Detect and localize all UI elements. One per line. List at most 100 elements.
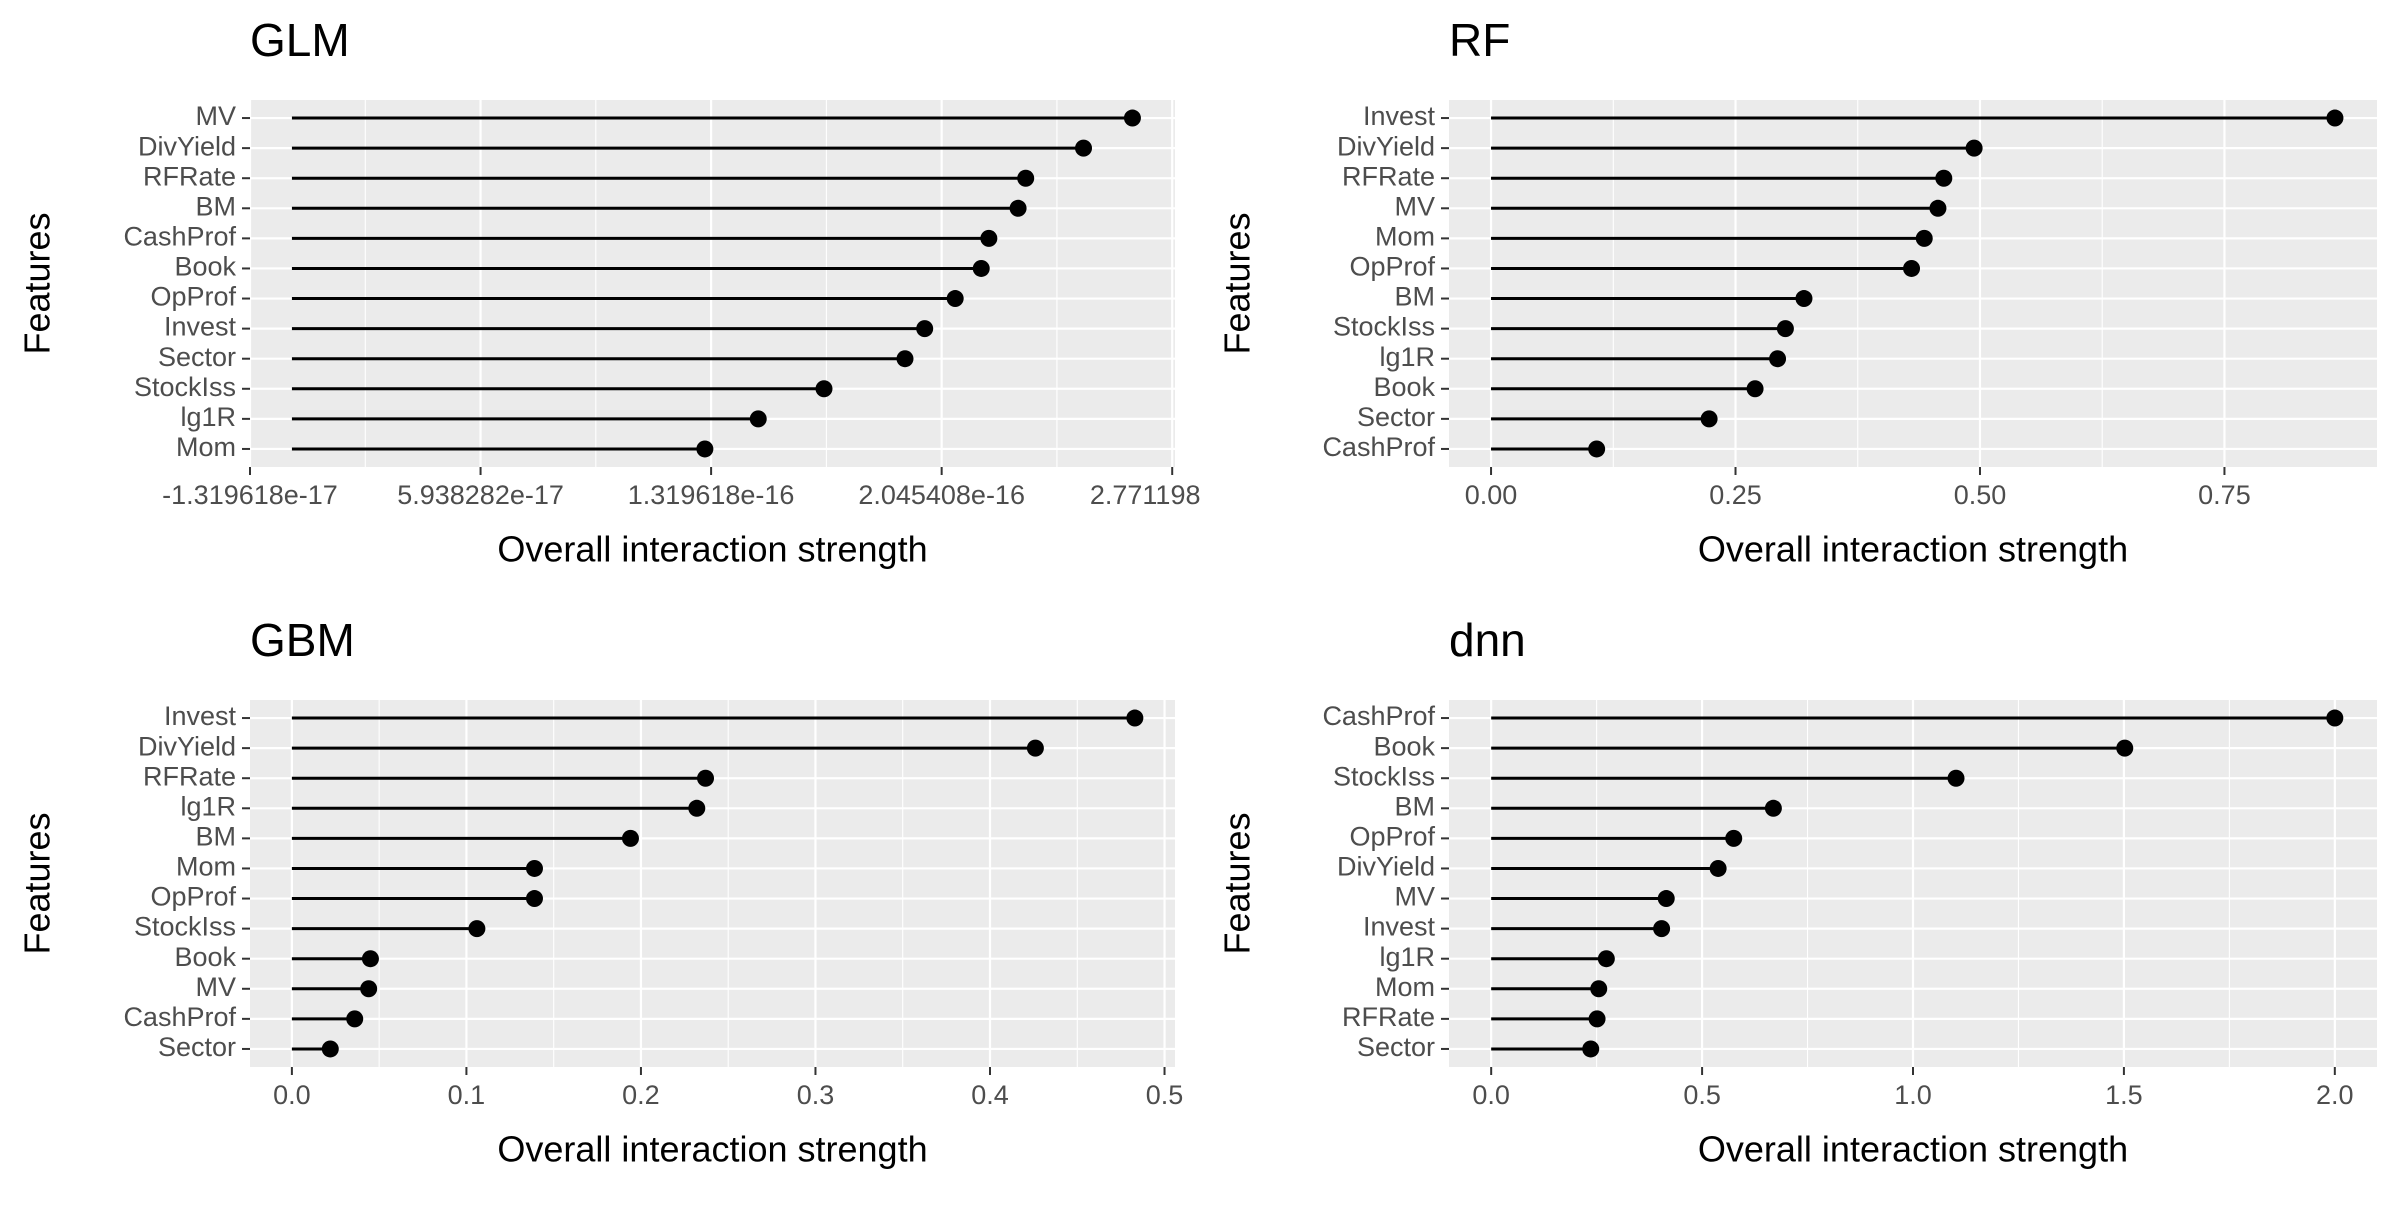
panel: 0.0 0.5 1.0 1.5 2.0 CashProfBookStockIssBMOpP… [1217, 614, 2377, 1170]
lollipop-dot [321, 1040, 339, 1058]
lollipop-dot [361, 950, 379, 968]
y-tick-label: MV [1395, 191, 1436, 221]
lollipop-dot [1075, 139, 1093, 157]
lollipop-dot [468, 920, 486, 938]
x-tick-label: 0.5 [1146, 1080, 1184, 1110]
y-tick-label: OpProf [150, 282, 236, 312]
x-axis-title: Overall interaction strength [497, 1129, 927, 1170]
x-tick-label: 0.0 [1472, 1080, 1510, 1110]
x-tick-label: 1.0 [1894, 1080, 1932, 1110]
x-tick-label: 5.938282e-17 [397, 480, 564, 510]
lollipop-dot [1935, 169, 1953, 187]
y-tick-label: CashProf [1322, 701, 1435, 731]
y-tick-label: CashProf [123, 1002, 236, 1032]
lollipop-dot [1009, 199, 1027, 217]
x-tick-label: 1.319618e-16 [628, 480, 795, 510]
y-tick-label: BM [196, 191, 237, 221]
y-tick-label: lg1R [1379, 342, 1435, 372]
y-tick-label: RFRate [143, 161, 236, 191]
lollipop-dot [1709, 859, 1727, 877]
y-tick-label: BM [1395, 282, 1436, 312]
lollipop-dot [2116, 739, 2134, 757]
lollipop-dot [1700, 410, 1718, 428]
y-tick-label: OpProf [1349, 252, 1435, 282]
lollipop-dot [972, 259, 990, 277]
lollipop-dot [1590, 980, 1608, 998]
y-tick-label: Sector [1357, 402, 1435, 432]
lollipop-dot [916, 320, 934, 338]
y-tick-label: DivYield [1337, 131, 1435, 161]
x-tick-label: 0.5 [1683, 1080, 1721, 1110]
y-tick-label: Sector [1357, 1032, 1435, 1062]
lollipop-dot [946, 290, 964, 308]
y-tick-label: MV [196, 972, 237, 1002]
lollipop-dot [525, 890, 543, 908]
lollipop-dot [1026, 739, 1044, 757]
x-tick-label: -1.319618e-17 [162, 480, 338, 510]
lollipop-dot [2326, 709, 2344, 727]
lollipop-dot [1965, 139, 1983, 157]
chart-title: GLM [250, 14, 350, 66]
y-tick-label: OpProf [1349, 822, 1435, 852]
y-tick-label: lg1R [180, 402, 236, 432]
y-tick-label: StockIss [134, 912, 236, 942]
x-tick-label: 2.0 [2316, 1080, 2354, 1110]
lollipop-dot [1126, 709, 1144, 727]
x-tick-label: 0.75 [2198, 480, 2251, 510]
y-tick-label: Book [174, 942, 236, 972]
lollipop-dot [1764, 799, 1782, 817]
lollipop-dot [1915, 229, 1933, 247]
lollipop-dot [1795, 290, 1813, 308]
x-tick-label: 0.3 [797, 1080, 835, 1110]
y-tick-label: Mom [1375, 972, 1435, 1002]
x-tick-label: 0.4 [971, 1080, 1009, 1110]
x-tick-label: 0.00 [1465, 480, 1518, 510]
y-tick-label: lg1R [180, 791, 236, 821]
lollipop-dot [815, 380, 833, 398]
chart-title: GBM [250, 614, 355, 666]
y-tick-label: Sector [158, 342, 236, 372]
lollipop-dot [1903, 259, 1921, 277]
y-tick-label: Invest [1363, 101, 1436, 131]
y-tick-label: Book [174, 252, 236, 282]
y-tick-label: lg1R [1379, 942, 1435, 972]
y-tick-label: DivYield [138, 131, 236, 161]
lollipop-dot [1776, 320, 1794, 338]
x-tick-label: 2.771198e-16 [1090, 480, 1255, 510]
y-tick-label: Invest [1363, 912, 1436, 942]
panel: 0.0 0.1 0.2 0.3 0.4 0.5 InvestDivYieldRFRatelg… [17, 614, 1184, 1169]
y-tick-label: Mom [176, 432, 236, 462]
lollipop-dot [980, 229, 998, 247]
chart-title: dnn [1449, 614, 1526, 666]
panel: 0.00 0.25 0.50 0.75 InvestDivYieldRFRateMVMo… [1217, 14, 2377, 570]
x-axis-title: Overall interaction strength [497, 529, 927, 570]
y-axis-title: Features [17, 812, 58, 954]
x-tick-label: 2.045408e-16 [858, 480, 1025, 510]
lollipop-dot [749, 410, 767, 428]
y-tick-label: StockIss [1333, 761, 1435, 791]
y-tick-label: RFRate [1342, 1002, 1435, 1032]
y-tick-label: StockIss [134, 372, 236, 402]
y-tick-label: Mom [1375, 222, 1435, 252]
lollipop-dot [688, 799, 706, 817]
x-tick-label: 0.25 [1709, 480, 1762, 510]
plot-background [250, 100, 1175, 467]
lollipop-dot [1017, 169, 1035, 187]
y-tick-label: RFRate [143, 761, 236, 791]
y-tick-label: MV [1395, 882, 1436, 912]
y-tick-label: Invest [164, 701, 237, 731]
x-axis-title: Overall interaction strength [1698, 1129, 2128, 1170]
y-tick-label: Sector [158, 1032, 236, 1062]
y-tick-label: CashProf [1322, 432, 1435, 462]
y-axis-title: Features [1217, 212, 1258, 354]
panel: -1.319618e-17 5.938282e-17 1.319618e-16 2.0… [17, 14, 1255, 570]
y-tick-label: Book [1373, 372, 1435, 402]
lollipop-dot [1597, 950, 1615, 968]
lollipop-dot [1725, 829, 1743, 847]
plot-background [1449, 100, 2377, 467]
lollipop-dot [697, 769, 715, 787]
lollipop-dot [1653, 920, 1671, 938]
y-tick-label: RFRate [1342, 161, 1435, 191]
lollipop-dot [1582, 1040, 1600, 1058]
x-tick-label: 0.0 [273, 1080, 311, 1110]
